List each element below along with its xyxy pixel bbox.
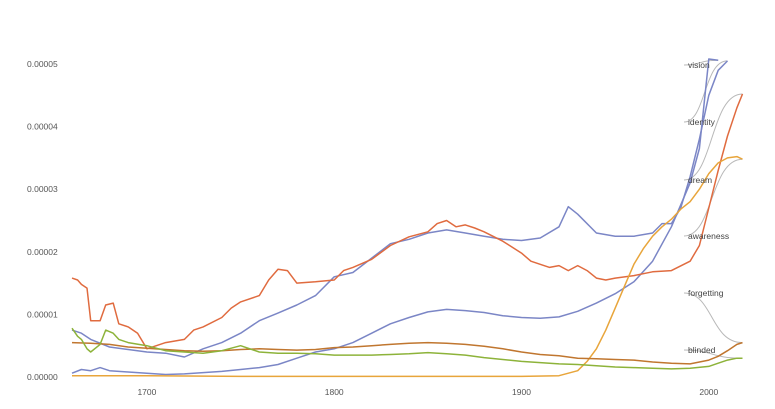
x-tick-label: 2000 (699, 387, 718, 397)
leader-line-forgetting (683, 292, 743, 344)
series-label-dream: dream (688, 175, 712, 185)
y-tick-label: 0.00005 (27, 59, 58, 69)
series-labels: vision identity dream awareness forgetti… (688, 60, 729, 355)
y-tick-label: 0.00001 (27, 309, 58, 319)
series-label-awareness: awareness (688, 231, 729, 241)
label-leader-lines (683, 59, 743, 359)
x-axis-tick-labels: 1700 1800 1900 2000 (137, 387, 718, 397)
y-tick-label: 0.00000 (27, 372, 58, 382)
series-label-identity: identity (688, 117, 716, 127)
x-tick-label: 1800 (325, 387, 344, 397)
series-line-blinded (71, 327, 743, 370)
x-tick-label: 1900 (512, 387, 531, 397)
x-tick-label: 1700 (137, 387, 156, 397)
series-line-identity (71, 60, 729, 358)
y-tick-label: 0.00003 (27, 184, 58, 194)
series-label-blinded: blinded (688, 345, 716, 355)
series-line-forgetting (71, 341, 743, 365)
series-lines (71, 58, 744, 378)
series-line-dream (71, 93, 744, 350)
y-tick-label: 0.00004 (27, 122, 58, 132)
y-axis-tick-labels: 0.00000 0.00001 0.00002 0.00003 0.00004 … (27, 59, 58, 382)
series-line-vision (71, 58, 719, 376)
leader-line-dream (683, 93, 743, 181)
series-label-vision: vision (688, 60, 710, 70)
series-line-awareness (72, 155, 743, 378)
y-tick-label: 0.00002 (27, 247, 58, 257)
series-label-forgetting: forgetting (688, 288, 724, 298)
